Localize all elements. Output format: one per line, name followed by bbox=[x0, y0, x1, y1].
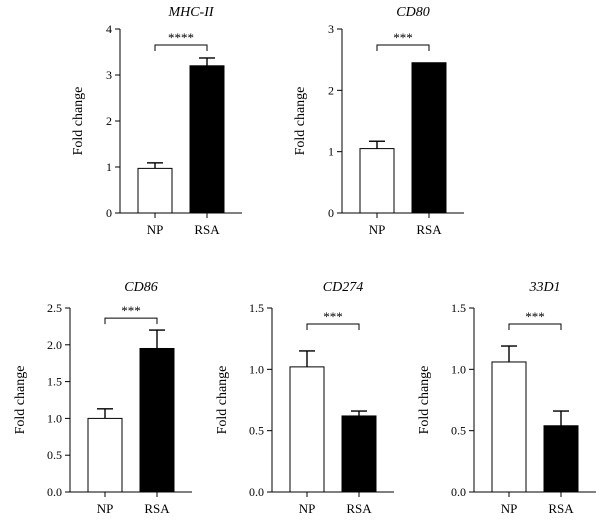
chart-panel: 0 1 2 3 Fold change CD80 NP RSA *** bbox=[293, 5, 464, 237]
chart-title: 33D1 bbox=[528, 280, 560, 295]
significance-bracket bbox=[508, 323, 562, 330]
x-tick-label: NP bbox=[501, 501, 518, 516]
y-tick-label: 1 bbox=[328, 145, 334, 159]
chart-panel: 0 1 2 3 4 Fold change MHC-II NP RSA **** bbox=[71, 5, 242, 237]
y-tick-label: 1 bbox=[106, 160, 112, 174]
y-axis-label: Fold change bbox=[417, 366, 432, 435]
chart-panel: 0.0 0.5 1.0 1.5 Fold change 33D1 NP RSA *** bbox=[417, 280, 596, 516]
y-axis-label: Fold change bbox=[13, 366, 28, 435]
y-tick-label: 0.5 bbox=[249, 424, 264, 438]
y-axis-label: Fold change bbox=[215, 366, 230, 435]
x-tick-label: RSA bbox=[548, 501, 574, 516]
bar-rsa bbox=[411, 62, 447, 214]
y-tick-label: 1.5 bbox=[249, 301, 264, 315]
x-tick-label: RSA bbox=[346, 501, 372, 516]
significance-bracket bbox=[104, 317, 158, 325]
y-tick-label: 0 bbox=[106, 206, 112, 220]
chart-title: CD80 bbox=[396, 5, 429, 20]
bar-rsa bbox=[189, 65, 225, 214]
y-tick-label: 4 bbox=[106, 22, 112, 36]
chart-title: CD274 bbox=[323, 280, 363, 295]
significance-label: *** bbox=[323, 309, 343, 324]
significance-bracket bbox=[376, 44, 430, 51]
y-tick-label: 3 bbox=[328, 22, 334, 36]
x-tick-label: RSA bbox=[416, 222, 442, 237]
bar-rsa bbox=[543, 425, 579, 493]
panels: 0 1 2 3 4 Fold change MHC-II NP RSA **** 0 1 2 3 Fold … bbox=[13, 5, 596, 516]
bar-np bbox=[289, 366, 325, 493]
chart-title: MHC-II bbox=[167, 5, 214, 20]
x-tick-label: NP bbox=[369, 222, 386, 237]
chart-panel: 0.0 0.5 1.0 1.5 2.0 2.5 Fold change CD86 NP RSA **… bbox=[13, 280, 192, 516]
significance-bracket bbox=[154, 44, 208, 51]
y-axis-label: Fold change bbox=[293, 87, 308, 156]
y-tick-label: 0.0 bbox=[249, 485, 264, 499]
bar-np bbox=[87, 417, 123, 493]
y-tick-label: 0 bbox=[328, 206, 334, 220]
y-tick-label: 2.5 bbox=[47, 301, 62, 315]
y-tick-label: 0.5 bbox=[451, 424, 466, 438]
y-tick-label: 1.5 bbox=[451, 301, 466, 315]
bar-np bbox=[359, 148, 395, 214]
significance-label: *** bbox=[393, 30, 413, 45]
y-axis-label: Fold change bbox=[71, 87, 86, 156]
chart-title: CD86 bbox=[124, 280, 157, 295]
y-tick-label: 1.0 bbox=[249, 362, 264, 376]
x-tick-label: RSA bbox=[144, 501, 170, 516]
y-tick-label: 0.5 bbox=[47, 448, 62, 462]
bar-rsa bbox=[139, 347, 175, 493]
y-tick-label: 1.5 bbox=[47, 375, 62, 389]
y-tick-label: 0.0 bbox=[47, 485, 62, 499]
y-tick-label: 3 bbox=[106, 68, 112, 82]
bar-np bbox=[137, 167, 173, 214]
significance-label: *** bbox=[121, 303, 141, 318]
y-tick-label: 0.0 bbox=[451, 485, 466, 499]
x-tick-label: RSA bbox=[194, 222, 220, 237]
bar-rsa bbox=[341, 415, 377, 493]
y-tick-label: 2 bbox=[328, 83, 334, 97]
significance-label: **** bbox=[168, 30, 194, 45]
x-tick-label: NP bbox=[299, 501, 316, 516]
y-tick-label: 1.0 bbox=[451, 362, 466, 376]
significance-bracket bbox=[306, 323, 360, 330]
y-tick-label: 2 bbox=[106, 114, 112, 128]
x-tick-label: NP bbox=[97, 501, 114, 516]
y-tick-label: 1.0 bbox=[47, 411, 62, 425]
y-tick-label: 2.0 bbox=[47, 338, 62, 352]
bar-np bbox=[491, 361, 527, 493]
chart-panel: 0.0 0.5 1.0 1.5 Fold change CD274 NP RSA *** bbox=[215, 280, 394, 516]
significance-label: *** bbox=[525, 309, 545, 324]
x-tick-label: NP bbox=[147, 222, 164, 237]
